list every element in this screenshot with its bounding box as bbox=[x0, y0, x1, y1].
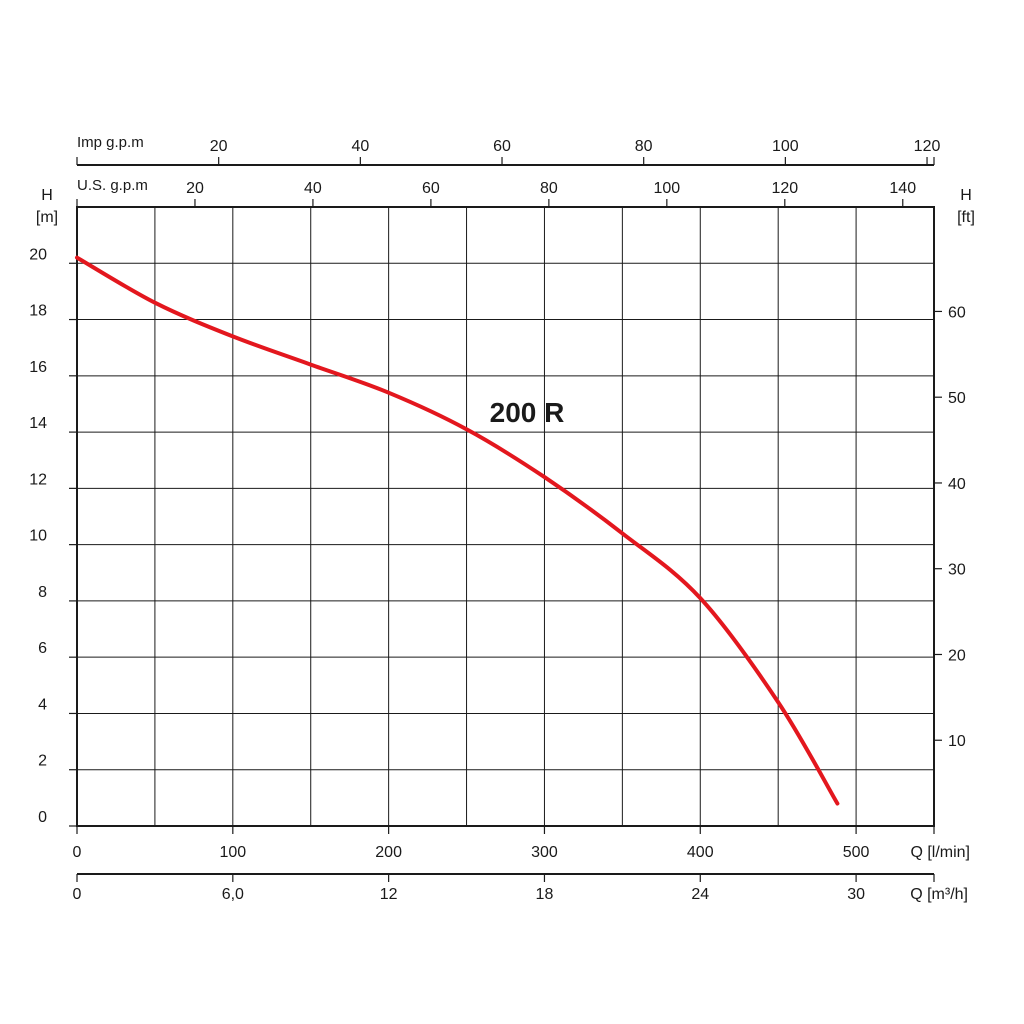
y-left-tick-label: 16 bbox=[29, 359, 47, 376]
y-left-tick-label: 12 bbox=[29, 471, 47, 488]
x-usgpm-tick-label: 80 bbox=[540, 180, 558, 197]
x-impgpm-tick-label: 100 bbox=[772, 138, 799, 155]
y-left-tick-label: 14 bbox=[29, 415, 47, 432]
x-lmin-tick-label: 100 bbox=[219, 844, 246, 861]
grid-layer bbox=[77, 207, 934, 826]
x-m3h-tick-label: 0 bbox=[73, 886, 82, 903]
y-right-tick-label: 30 bbox=[948, 562, 966, 579]
x-m3h-tick-label: 30 bbox=[847, 886, 865, 903]
y-right-axis-title: H bbox=[960, 187, 972, 204]
x-lmin-tick-label: 0 bbox=[73, 844, 82, 861]
x-usgpm-tick-label: 40 bbox=[304, 180, 322, 197]
x-m3h-tick-label: 12 bbox=[380, 886, 398, 903]
y-right-axis-unit: [ft] bbox=[957, 209, 975, 226]
x-m3h-tick-label: 6,0 bbox=[222, 886, 244, 903]
x-lmin-tick-label: 200 bbox=[375, 844, 402, 861]
y-right-tick-label: 60 bbox=[948, 304, 966, 321]
x-impgpm-tick-label: 60 bbox=[493, 138, 511, 155]
x-impgpm-axis-title: Imp g.p.m bbox=[77, 134, 144, 151]
y-right-tick-label: 20 bbox=[948, 647, 966, 664]
y-left-axis-title: H bbox=[41, 187, 53, 204]
y-right-tick-label: 10 bbox=[948, 733, 966, 750]
y-left-tick-label: 20 bbox=[29, 246, 47, 263]
x-m3h-axis-title: Q [m³/h] bbox=[910, 886, 968, 903]
x-impgpm-tick-label: 40 bbox=[351, 138, 369, 155]
x-impgpm-tick-label: 120 bbox=[914, 138, 941, 155]
x-lmin-tick-label: 400 bbox=[687, 844, 714, 861]
curve-label: 200 R bbox=[490, 397, 565, 428]
x-lmin-axis-title: Q [l/min] bbox=[910, 844, 970, 861]
x-lmin-tick-label: 300 bbox=[531, 844, 558, 861]
x-usgpm-tick-label: 120 bbox=[771, 180, 798, 197]
y-left-tick-label: 18 bbox=[29, 303, 47, 320]
x-impgpm-tick-label: 20 bbox=[210, 138, 228, 155]
x-usgpm-tick-label: 60 bbox=[422, 180, 440, 197]
x-usgpm-tick-label: 100 bbox=[653, 180, 680, 197]
y-left-tick-label: 8 bbox=[38, 584, 47, 601]
y-left-axis-unit: [m] bbox=[36, 209, 58, 226]
axis-layer bbox=[69, 157, 942, 882]
x-usgpm-tick-label: 20 bbox=[186, 180, 204, 197]
y-left-tick-label: 4 bbox=[38, 696, 47, 713]
x-usgpm-tick-label: 140 bbox=[889, 180, 916, 197]
x-impgpm-tick-label: 80 bbox=[635, 138, 653, 155]
x-m3h-tick-label: 18 bbox=[536, 886, 554, 903]
curve-layer bbox=[75, 255, 840, 806]
x-lmin-tick-label: 500 bbox=[843, 844, 870, 861]
y-right-tick-label: 40 bbox=[948, 476, 966, 493]
y-left-tick-label: 6 bbox=[38, 640, 47, 657]
y-right-tick-label: 50 bbox=[948, 390, 966, 407]
plot-frame bbox=[76, 206, 935, 827]
y-left-tick-label: 0 bbox=[38, 809, 47, 826]
x-usgpm-axis-title: U.S. g.p.m bbox=[77, 177, 148, 194]
y-left-tick-label: 2 bbox=[38, 753, 47, 770]
series-line-0 bbox=[75, 255, 840, 806]
y-left-tick-label: 10 bbox=[29, 528, 47, 545]
x-m3h-tick-label: 24 bbox=[691, 886, 709, 903]
